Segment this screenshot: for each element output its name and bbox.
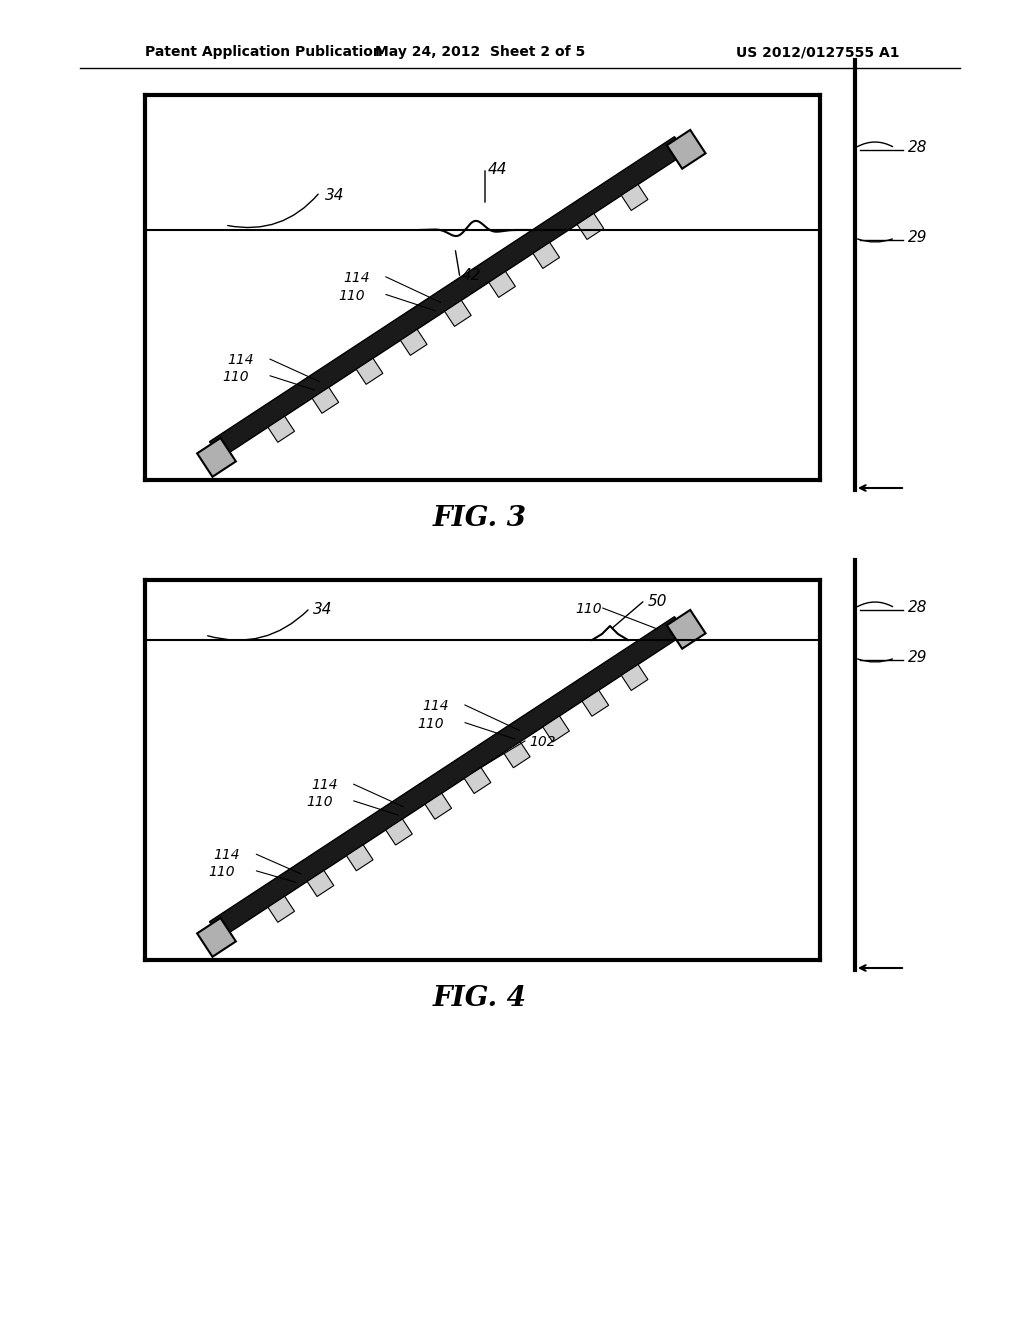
Text: 110: 110	[209, 865, 236, 879]
Text: FIG. 3: FIG. 3	[433, 504, 527, 532]
Polygon shape	[386, 818, 413, 845]
Text: 34: 34	[325, 187, 344, 202]
Polygon shape	[667, 610, 706, 648]
Polygon shape	[346, 845, 373, 871]
Text: 44: 44	[488, 162, 508, 177]
Text: 114: 114	[214, 849, 241, 862]
Text: 29: 29	[908, 649, 928, 664]
Polygon shape	[532, 243, 559, 268]
Text: 110: 110	[222, 370, 249, 384]
Text: Patent Application Publication: Patent Application Publication	[145, 45, 383, 59]
Polygon shape	[268, 416, 295, 442]
Polygon shape	[307, 870, 334, 896]
Text: 110: 110	[306, 795, 333, 809]
Polygon shape	[622, 185, 648, 210]
Text: 28: 28	[908, 599, 928, 615]
Text: 110: 110	[575, 602, 602, 616]
Text: 102: 102	[529, 734, 556, 748]
Text: FIG. 4: FIG. 4	[433, 985, 527, 1011]
Polygon shape	[312, 387, 339, 413]
Text: 29: 29	[908, 230, 928, 244]
Polygon shape	[400, 330, 427, 355]
Polygon shape	[504, 742, 530, 768]
Polygon shape	[444, 301, 471, 326]
Text: 50: 50	[648, 594, 668, 610]
Text: 28: 28	[908, 140, 928, 154]
Text: 114: 114	[227, 352, 254, 367]
Text: 114: 114	[422, 698, 449, 713]
Text: 110: 110	[338, 289, 365, 302]
Polygon shape	[210, 616, 685, 939]
Text: May 24, 2012  Sheet 2 of 5: May 24, 2012 Sheet 2 of 5	[375, 45, 585, 59]
Polygon shape	[210, 137, 685, 458]
Text: 110: 110	[417, 717, 443, 731]
Polygon shape	[464, 767, 490, 793]
Polygon shape	[582, 690, 608, 717]
Text: US 2012/0127555 A1: US 2012/0127555 A1	[736, 45, 900, 59]
Polygon shape	[197, 438, 236, 477]
Polygon shape	[356, 358, 383, 384]
Text: 114: 114	[311, 777, 338, 792]
Polygon shape	[488, 272, 515, 297]
Text: 114: 114	[343, 271, 370, 285]
Polygon shape	[667, 129, 706, 169]
Polygon shape	[197, 917, 236, 957]
Text: 42: 42	[462, 268, 481, 284]
Polygon shape	[543, 715, 569, 742]
Polygon shape	[578, 214, 604, 239]
Text: 34: 34	[313, 602, 333, 618]
Polygon shape	[425, 793, 452, 820]
Polygon shape	[268, 896, 295, 923]
Polygon shape	[622, 664, 648, 690]
